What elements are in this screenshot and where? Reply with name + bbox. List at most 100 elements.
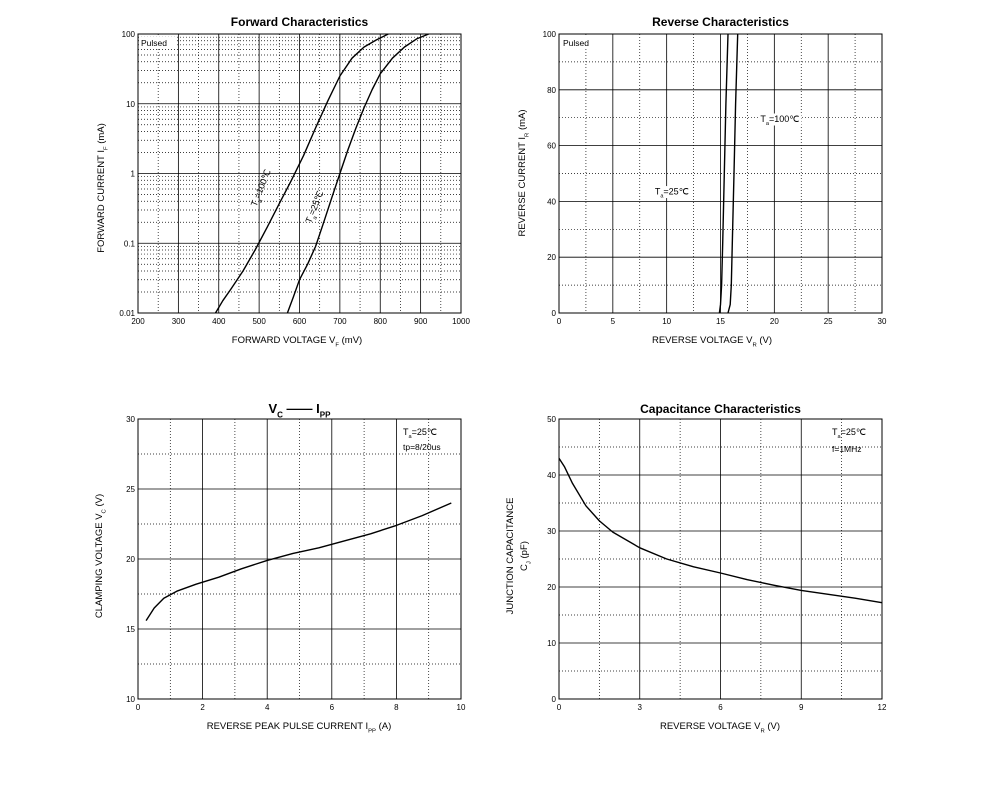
x-axis-label: FORWARD VOLTAGE VF (mV) [232, 335, 362, 348]
y-axis-unit-part: (pF) [519, 541, 530, 561]
y-tick-label: 1 [131, 170, 136, 179]
y-tick-label: 0 [552, 309, 557, 318]
pulsed-note: Pulsed [141, 38, 167, 48]
x-tick-label: 200 [131, 317, 145, 326]
plot-frame [137, 418, 462, 700]
x-tick-label: 0 [136, 703, 141, 712]
x-tick-label: 25 [824, 317, 833, 326]
y-tick-label: 40 [547, 197, 556, 206]
x-tick-label: 30 [878, 317, 887, 326]
x-tick-label: 800 [374, 317, 388, 326]
x-tick-label: 4 [265, 703, 270, 712]
y-axis-label-part: JUNCTION CAPACITANCE [505, 498, 516, 615]
series-line-2 [727, 33, 739, 314]
x-axis-label-part: REVERSE VOLTAGE V [652, 335, 753, 346]
y-tick-label: 60 [547, 142, 556, 151]
x-tick-label: 400 [212, 317, 226, 326]
y-tick-label: 0.1 [124, 239, 136, 248]
y-axis-label-part: FORWARD CURRENT I [96, 150, 107, 253]
y-axis-label: REVERSE CURRENT IR (mA) [517, 109, 530, 236]
x-axis-label-sub: PP [368, 728, 376, 734]
x-tick-label: 300 [172, 317, 186, 326]
x-axis-label-sub: F [335, 342, 339, 348]
pulse-note: tp=8/20us [403, 442, 441, 452]
plot-frame [558, 33, 883, 314]
y-tick-label: 20 [547, 253, 556, 262]
x-tick-label: 6 [330, 703, 335, 712]
x-tick-label: 20 [770, 317, 779, 326]
temperature-note-part: T [403, 427, 409, 437]
y-tick-label: 0 [552, 695, 557, 704]
y-tick-label: 40 [547, 471, 556, 480]
series-label-100c: Ta=100℃ [249, 168, 276, 209]
chart-panel-4: 0 3 6 9 12 0 10 20 30 40 50 Capacitance Characteris… [505, 402, 887, 734]
plot-frame [558, 418, 883, 700]
series-line-1 [214, 33, 389, 314]
temperature-note: Ta=25℃ [832, 427, 866, 440]
series-label-100c-part: =100℃ [769, 114, 799, 124]
chart-title: Capacitance Characteristics [640, 402, 801, 416]
y-axis-unit: CJ (pF) [519, 541, 532, 571]
plot-frame [137, 33, 462, 314]
x-tick-label: 700 [333, 317, 347, 326]
x-axis-label: REVERSE PEAK PULSE CURRENT IPP (A) [207, 721, 392, 734]
series-label-100c-sub: a [258, 198, 265, 204]
y-axis-label-part: CLAMPING VOLTAGE V [94, 513, 105, 618]
y-axis-label-part: REVERSE CURRENT I [517, 137, 528, 237]
series-label-100c-part: T [760, 114, 766, 124]
chart-panel-2: 0 5 10 15 20 25 30 0 20 40 60 80 100 Reverse Characte… [517, 15, 887, 348]
x-axis-label-sub: R [752, 342, 756, 348]
y-axis-label-sub: C [101, 508, 107, 513]
series-label-100c-part: =100℃ [252, 168, 273, 200]
y-tick-label: 10 [126, 695, 135, 704]
series-line [145, 502, 452, 621]
x-tick-label: 600 [293, 317, 307, 326]
series-label-25c: Ta=25℃ [655, 186, 689, 199]
series-label-25c-part: T [655, 186, 661, 196]
y-tick-label: 100 [543, 30, 557, 39]
label-background [653, 186, 690, 199]
series-line [558, 457, 883, 604]
series-label-100c-sub: a [766, 121, 770, 127]
y-axis-label-sub: R [524, 133, 530, 137]
x-tick-label: 10 [457, 703, 466, 712]
chart-title: Reverse Characteristics [652, 15, 789, 29]
y-tick-label: 20 [547, 583, 556, 592]
y-tick-label: 30 [126, 415, 135, 424]
chart-panel-1: 200 300 400 500 600 700 800 900 1000 0.01 0.1 1 10 10… [96, 15, 470, 348]
y-axis-unit-sub: J [526, 561, 532, 564]
y-tick-label: 50 [547, 415, 556, 424]
y-axis-label: CLAMPING VOLTAGE VC (V) [94, 494, 107, 618]
x-axis-label: REVERSE VOLTAGE VR (V) [652, 335, 772, 348]
x-tick-label: 8 [394, 703, 399, 712]
y-axis-label-part: (mA) [96, 123, 107, 146]
series-label-25c-sub: a [312, 215, 319, 221]
chart-title: VC —— IPP [268, 401, 331, 420]
y-axis-label-sub: F [103, 146, 109, 150]
chart-title-sub: PP [320, 411, 331, 420]
temperature-note-sub: a [838, 434, 842, 440]
y-tick-label: 80 [547, 86, 556, 95]
y-axis-label: JUNCTION CAPACITANCE [505, 498, 516, 615]
frequency-note: f=1MHz [832, 444, 862, 454]
y-tick-label: 25 [126, 485, 135, 494]
x-tick-label: 15 [716, 317, 725, 326]
series-label-25c-part: =25℃ [307, 189, 326, 216]
x-axis-label-part: (V) [765, 721, 780, 732]
y-tick-label: 20 [126, 555, 135, 564]
temperature-note-part: T [832, 427, 838, 437]
series-label-25c-sub: a [660, 194, 664, 200]
y-tick-label: 30 [547, 527, 556, 536]
y-axis-label-part: (mA) [517, 109, 528, 132]
y-tick-label: 10 [126, 100, 135, 109]
x-tick-label: 0 [557, 703, 562, 712]
temperature-note-sub: a [409, 434, 413, 440]
chart-title: Forward Characteristics [231, 15, 369, 29]
x-tick-label: 10 [662, 317, 671, 326]
note-background [140, 37, 176, 49]
series-label-25c-part: T [303, 215, 315, 224]
series-line-2 [286, 33, 429, 314]
x-axis-label-part: (mV) [339, 335, 362, 346]
x-axis-label-part: REVERSE VOLTAGE V [660, 721, 761, 732]
x-tick-label: 900 [414, 317, 428, 326]
